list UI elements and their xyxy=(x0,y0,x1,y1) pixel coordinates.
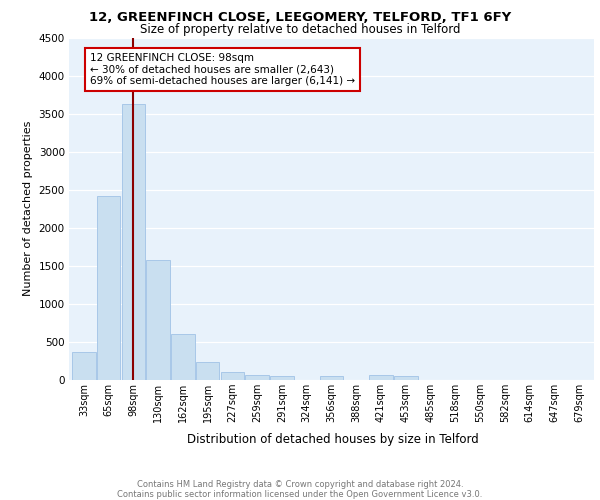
Bar xyxy=(369,376,393,380)
Bar xyxy=(320,376,343,380)
Bar xyxy=(270,376,294,380)
Text: Size of property relative to detached houses in Telford: Size of property relative to detached ho… xyxy=(140,22,460,36)
Text: 12 GREENFINCH CLOSE: 98sqm
← 30% of detached houses are smaller (2,643)
69% of s: 12 GREENFINCH CLOSE: 98sqm ← 30% of deta… xyxy=(90,53,355,86)
Bar xyxy=(394,376,418,380)
Bar xyxy=(97,196,121,380)
Bar xyxy=(171,334,194,380)
Y-axis label: Number of detached properties: Number of detached properties xyxy=(23,121,33,296)
Bar xyxy=(221,372,244,380)
Bar xyxy=(245,375,269,380)
Text: 12, GREENFINCH CLOSE, LEEGOMERY, TELFORD, TF1 6FY: 12, GREENFINCH CLOSE, LEEGOMERY, TELFORD… xyxy=(89,11,511,24)
Bar xyxy=(122,104,145,380)
Bar xyxy=(196,362,220,380)
Bar xyxy=(146,260,170,380)
Bar xyxy=(72,352,95,380)
Text: Distribution of detached houses by size in Telford: Distribution of detached houses by size … xyxy=(187,432,479,446)
Text: Contains HM Land Registry data © Crown copyright and database right 2024.
Contai: Contains HM Land Registry data © Crown c… xyxy=(118,480,482,499)
